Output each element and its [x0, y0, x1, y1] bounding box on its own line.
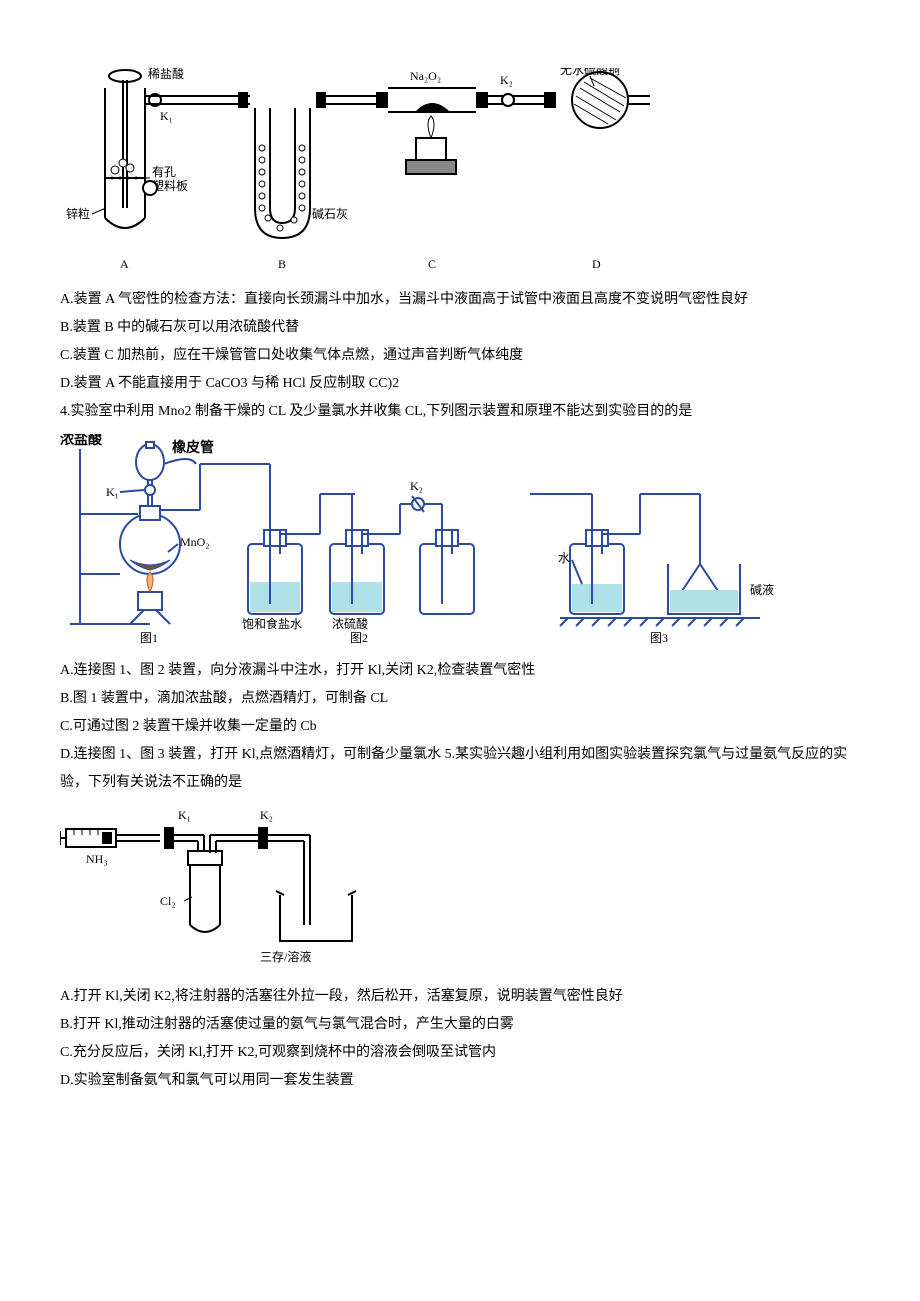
- label-solution: 三存/溶液: [260, 949, 311, 964]
- label-nh3: NH₃: [86, 852, 108, 866]
- q5-option-A: A.打开 Kl,关闭 K2,将注射器的活塞往外拉一段，然后松开，活塞复原，说明装…: [60, 983, 860, 1011]
- q4-option-C: C.可通过图 2 装置干燥并收集一定量的 Cb: [60, 713, 860, 741]
- label-K2-fig2: K₂: [410, 479, 423, 493]
- label-zinc: 锌粒: [66, 206, 90, 221]
- label-hcldilute: 稀盐酸: [148, 68, 184, 81]
- q4-option-A: A.连接图 1、图 2 装置，向分液漏斗中注水，打开 Kl,关闭 K2,检查装置…: [60, 657, 860, 685]
- diagram-q3-apparatus: 稀盐酸 K₁ 锌粒 有孔 塑料板 A 碱石灰 B: [60, 68, 680, 278]
- q5-option-C: C.充分反应后，关闭 Kl,打开 K2,可观察到烧杯中的溶液会倒吸至试管内: [60, 1039, 860, 1067]
- caption-A: A: [120, 257, 129, 271]
- label-sodalime: 碱石灰: [312, 207, 348, 221]
- q5-option-D: D.实验室制备氨气和氯气可以用同一套发生装置: [60, 1067, 860, 1095]
- label-na2o2: Na₂O₂: [410, 69, 441, 83]
- label-k2-q5: K₂: [260, 808, 273, 822]
- label-water: 水: [558, 551, 570, 565]
- q4-stem: 4.实验室中利用 Mno2 制备干燥的 CL 及少量氯水并收集 CL,下列图示装…: [60, 398, 860, 426]
- fig1-caption: 图1: [140, 631, 158, 645]
- q3-option-B: B.装置 B 中的碱石灰可以用浓硫酸代替: [60, 314, 860, 342]
- label-mno2: MnO₂: [180, 535, 210, 549]
- label-rubber: 橡皮管: [172, 439, 214, 456]
- caption-C: C: [428, 257, 436, 271]
- q4-option-D: D.连接图 1、图 3 装置，打开 Kl,点燃酒精灯，可制备少量氯水 5.某实验…: [60, 741, 860, 797]
- diagram-q5-apparatus: NH₃ K₁ Cl₂ K₂ 三存/溶液: [60, 805, 390, 975]
- q5-option-B: B.打开 Kl,推动注射器的活塞使过量的氨气与氯气混合时，产生大量的白雾: [60, 1011, 860, 1039]
- label-porousboard: 有孔: [152, 165, 176, 179]
- q3-option-A: A.装置 A 气密性的检查方法：直接向长颈漏斗中加水，当漏斗中液面高于试管中液面…: [60, 286, 860, 314]
- label-cl2: Cl₂: [160, 894, 176, 908]
- q4-option-B: B.图 1 装置中，滴加浓盐酸，点燃酒精灯，可制备 CL: [60, 685, 860, 713]
- fig2-caption: 图2: [350, 631, 368, 645]
- q3-option-C: C.装置 C 加热前，应在干燥管管口处收集气体点燃，通过声音判断气体纯度: [60, 342, 860, 370]
- label-sat-nacl: 饱和食盐水: [242, 616, 302, 631]
- caption-B: B: [278, 257, 286, 271]
- label-K1-fig1: K₁: [106, 485, 119, 499]
- label-k2: K₂: [500, 73, 513, 87]
- q3-option-D: D.装置 A 不能直接用于 CaCO3 与稀 HCl 反应制取 CC)2: [60, 370, 860, 398]
- diagram-q4-apparatus: 浓盐酸 K₁ 橡皮管 MnO₂ 图1: [60, 434, 800, 649]
- label-k1-q5: K₁: [178, 808, 191, 822]
- label-conc-hcl: 浓盐酸: [60, 434, 103, 448]
- label-k1: K₁: [160, 109, 173, 123]
- label-cuso4: 无水硫酸铜: [560, 68, 620, 77]
- label-naoh: 碱液: [750, 582, 774, 597]
- fig3-caption: 图3: [650, 631, 668, 645]
- label-conc-h2so4: 浓硫酸: [332, 616, 368, 631]
- caption-D: D: [592, 257, 601, 271]
